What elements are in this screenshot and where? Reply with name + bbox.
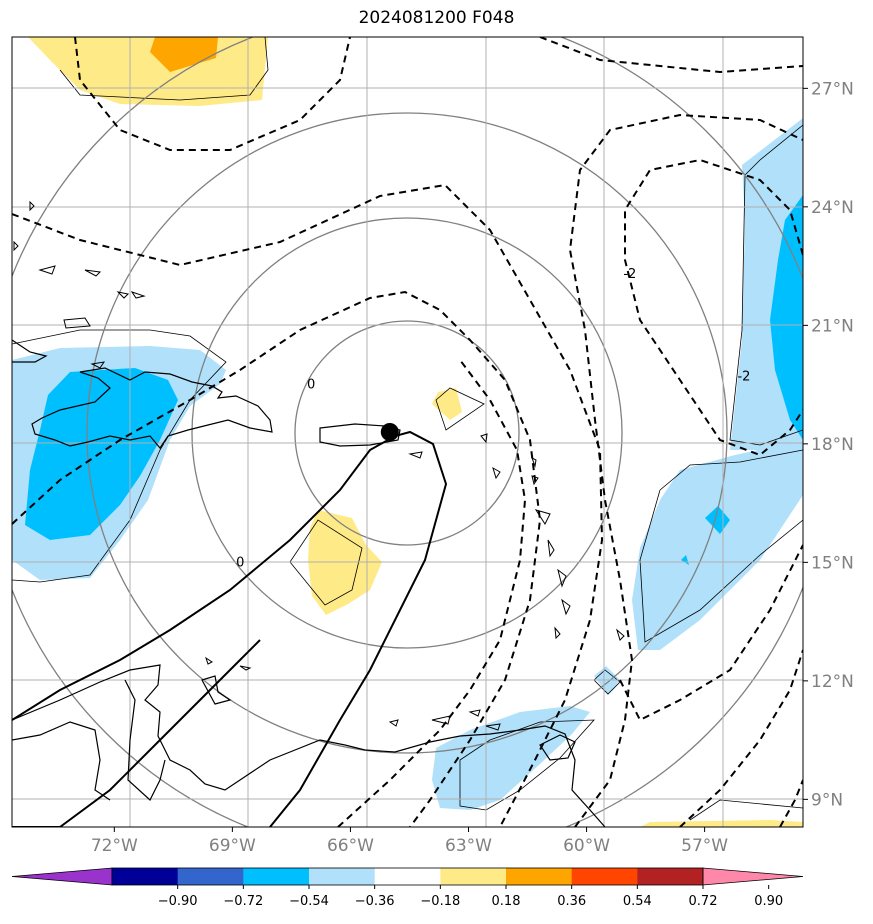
coastlines (12, 339, 606, 827)
lon-tick-label-2: 66°W (327, 836, 374, 856)
trinidad-coast (539, 734, 576, 761)
lon-tick-label-0: 72°W (91, 836, 138, 856)
lon-tick-label-1: 69°W (209, 836, 256, 856)
colorbar: −0.90 −0.72 −0.54 −0.36 −0.18 0.18 0.36 0.54 0.7… (11, 867, 804, 909)
paraguana (201, 675, 232, 705)
grid (12, 37, 803, 827)
lon-axis: 72°W 69°W 66°W 63°W 60°W 57°W (91, 827, 728, 856)
lat-tick-label-5: 24°N (811, 198, 854, 218)
south-america-coast (12, 664, 606, 827)
contour-dashed-6 (619, 544, 803, 722)
colorbar-label-5: 0.18 (492, 894, 521, 909)
colorbar-segment-0 (112, 868, 179, 885)
lat-tick-label-4: 21°N (811, 316, 854, 336)
colorbar-label-0: −0.90 (158, 894, 198, 909)
hispaniola-coast (31, 367, 273, 450)
contour-dashed-5 (624, 158, 803, 457)
contour-dashed-1 (12, 183, 604, 827)
colorbar-label-7: 0.54 (623, 894, 652, 909)
lat-tick-label-2: 15°N (811, 553, 854, 573)
lat-tick-label-0: 9°N (811, 790, 843, 810)
colorbar-segment-6 (506, 868, 573, 885)
contour-label-1: 0 (236, 555, 244, 570)
colorbar-label-9: 0.90 (754, 894, 783, 909)
contour-solid-0-a (12, 430, 448, 827)
contour-labels: 0 0 -2 -2 (236, 267, 750, 570)
storm-center-marker (380, 423, 399, 441)
lat-tick-label-1: 12°N (811, 672, 854, 692)
colorbar-label-4: −0.18 (420, 894, 460, 909)
contour-label-0: 0 (307, 378, 315, 393)
contour-dashed-7 (679, 649, 803, 827)
shade-deep-blue-east-small (705, 506, 730, 534)
colorbar-frame (111, 867, 704, 886)
contour-dashed-3 (337, 359, 527, 827)
lat-tick-label-6: 27°N (811, 79, 854, 99)
lat-tick-label-3: 18°N (811, 435, 854, 455)
contour-dashed-4 (568, 113, 803, 827)
shade-deep-blue-west (25, 368, 178, 540)
colorbar-segment-4 (374, 868, 441, 885)
contour-label-3: -2 (737, 370, 750, 385)
colorbar-extend-low (11, 867, 113, 886)
dashed-contours (12, 37, 803, 827)
map-area: 0 0 -2 -2 (12, 37, 803, 827)
lat-axis: 9°N 12°N 15°N 18°N 21°N 24°N 27°N (803, 79, 854, 810)
colorbar-segment-2 (243, 868, 310, 885)
chart-title: 2024081200 F048 (358, 8, 515, 28)
colombia-coast (12, 721, 111, 801)
shade-light-blue-east-lower (632, 440, 803, 650)
cuba-west-coast (12, 339, 48, 363)
contour-solid-0-b (12, 639, 261, 827)
contour-label-2: -2 (623, 267, 636, 282)
lon-tick-label-5: 57°W (681, 836, 728, 856)
solid-contours (12, 430, 448, 827)
colorbar-segment-5 (440, 868, 507, 885)
colorbar-segment-7 (571, 868, 638, 885)
contour-dashed-2 (12, 290, 542, 827)
colorbar-label-6: 0.36 (557, 894, 586, 909)
colorbar-segment-8 (637, 868, 704, 885)
contour-dashed-north (74, 37, 351, 151)
map-frame (11, 36, 804, 828)
lon-tick-label-3: 63°W (445, 836, 492, 856)
colorbar-extend-high (702, 867, 804, 886)
shade-light-yellow-small (432, 388, 462, 420)
colorbar-segment-3 (309, 868, 376, 885)
colorbar-label-3: −0.36 (355, 894, 395, 909)
shade-deep-blue-east (770, 195, 803, 440)
small-islands (13, 200, 625, 731)
shading-layer (12, 37, 803, 827)
contour-dashed-ne (539, 37, 803, 74)
colorbar-label-2: −0.54 (289, 894, 329, 909)
shade-light-yellow-se (640, 820, 803, 827)
colorbar-label-1: −0.72 (223, 894, 263, 909)
colorbar-segment-1 (177, 868, 244, 885)
contour-dashed-8 (779, 779, 803, 827)
shade-orange-north (150, 37, 218, 72)
puerto-rico-coast (319, 423, 401, 447)
colorbar-label-8: 0.72 (689, 894, 718, 909)
lon-tick-label-4: 60°W (563, 836, 610, 856)
venezuela-peninsula (124, 679, 166, 801)
range-rings (12, 37, 803, 827)
shade-light-blue-south (432, 706, 590, 810)
